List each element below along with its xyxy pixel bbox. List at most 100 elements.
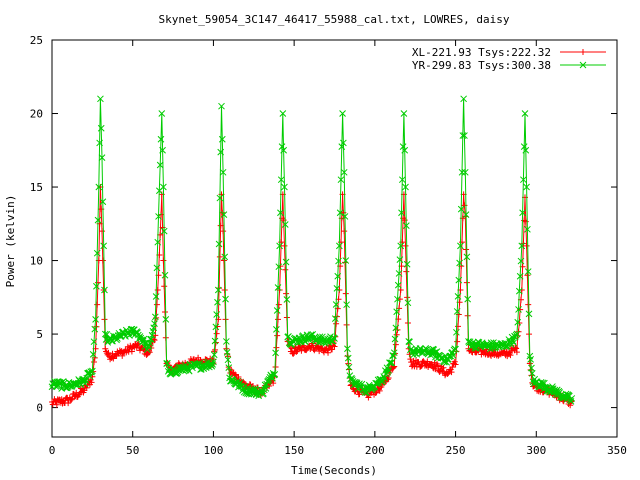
data-point (216, 194, 224, 202)
series-2 (48, 95, 576, 405)
data-point (219, 168, 227, 176)
data-point (342, 257, 350, 264)
data-point (282, 266, 289, 273)
data-point (509, 337, 517, 345)
y-tick-label: 20 (30, 108, 43, 121)
data-point (464, 295, 472, 303)
data-point (384, 368, 392, 376)
data-point (549, 383, 556, 390)
data-point (281, 183, 288, 191)
data-point (395, 270, 403, 277)
data-point (89, 351, 97, 358)
data-point (288, 345, 295, 352)
data-point (521, 110, 529, 117)
data-point (523, 242, 530, 249)
data-point (514, 318, 522, 326)
data-point (512, 344, 519, 351)
data-point (520, 176, 527, 184)
data-point (460, 95, 467, 103)
data-point (336, 209, 344, 217)
data-point (462, 211, 470, 218)
data-point (93, 282, 100, 290)
data-point (517, 257, 525, 265)
data-point (461, 202, 468, 209)
data-point (158, 110, 166, 117)
data-point (160, 257, 167, 264)
data-point (283, 296, 291, 303)
y-tick-label: 5 (36, 328, 43, 341)
data-point (526, 360, 533, 367)
axes: 0 50 100 150 200 250 300 350 0 5 10 15 20 25 (30, 34, 627, 457)
data-point (160, 227, 168, 235)
data-point (567, 402, 574, 409)
data-point (453, 308, 461, 315)
data-point (155, 213, 162, 220)
data-point (528, 370, 536, 377)
data-point (93, 249, 101, 257)
data-point (209, 361, 216, 368)
data-point (94, 301, 101, 308)
data-point (255, 392, 262, 400)
data-point (99, 228, 106, 235)
data-point (513, 345, 520, 352)
data-point (293, 348, 300, 355)
data-point (401, 217, 408, 224)
data-point (403, 260, 411, 268)
data-point (356, 380, 363, 388)
data-point (458, 168, 466, 176)
data-point (390, 349, 398, 357)
data-point (272, 349, 279, 357)
data-point (397, 242, 405, 250)
data-point (345, 363, 353, 371)
data-point (145, 342, 153, 349)
data-point (273, 307, 281, 314)
data-point (274, 332, 281, 339)
data-point (454, 338, 461, 345)
data-point (541, 379, 548, 387)
data-point (214, 298, 221, 306)
data-point (452, 345, 459, 353)
data-point (398, 209, 405, 217)
data-point (325, 349, 332, 356)
data-point (275, 316, 281, 323)
data-point (344, 345, 351, 353)
data-point (278, 143, 286, 150)
data-point (378, 378, 386, 386)
data-point (459, 132, 467, 139)
data-point (59, 378, 67, 385)
data-point (214, 286, 222, 294)
data-point (402, 222, 410, 229)
data-point (281, 242, 288, 249)
y-tick-label: 25 (30, 34, 43, 47)
data-point (273, 344, 280, 351)
data-point (394, 281, 402, 289)
data-point (65, 400, 72, 407)
data-point (525, 310, 533, 318)
data-point (341, 228, 348, 235)
data-point (92, 316, 99, 323)
data-point (222, 295, 229, 303)
data-point (53, 401, 60, 408)
data-point (334, 272, 342, 280)
data-point (161, 271, 169, 279)
data-point (524, 268, 532, 275)
data-point (344, 354, 352, 362)
data-point (225, 364, 233, 372)
data-point (275, 301, 282, 308)
data-point (452, 361, 459, 368)
data-point (424, 358, 431, 365)
data-point (505, 336, 513, 343)
data-point (220, 211, 228, 218)
data-point (393, 308, 401, 316)
data-point (339, 110, 346, 117)
series-line (51, 186, 573, 407)
data-point (235, 373, 242, 380)
data-point (275, 263, 283, 271)
data-point (162, 309, 168, 316)
data-point (457, 242, 464, 250)
x-tick-label: 250 (446, 444, 466, 457)
data-point (140, 335, 148, 343)
data-point (524, 272, 531, 279)
data-point (90, 338, 98, 346)
